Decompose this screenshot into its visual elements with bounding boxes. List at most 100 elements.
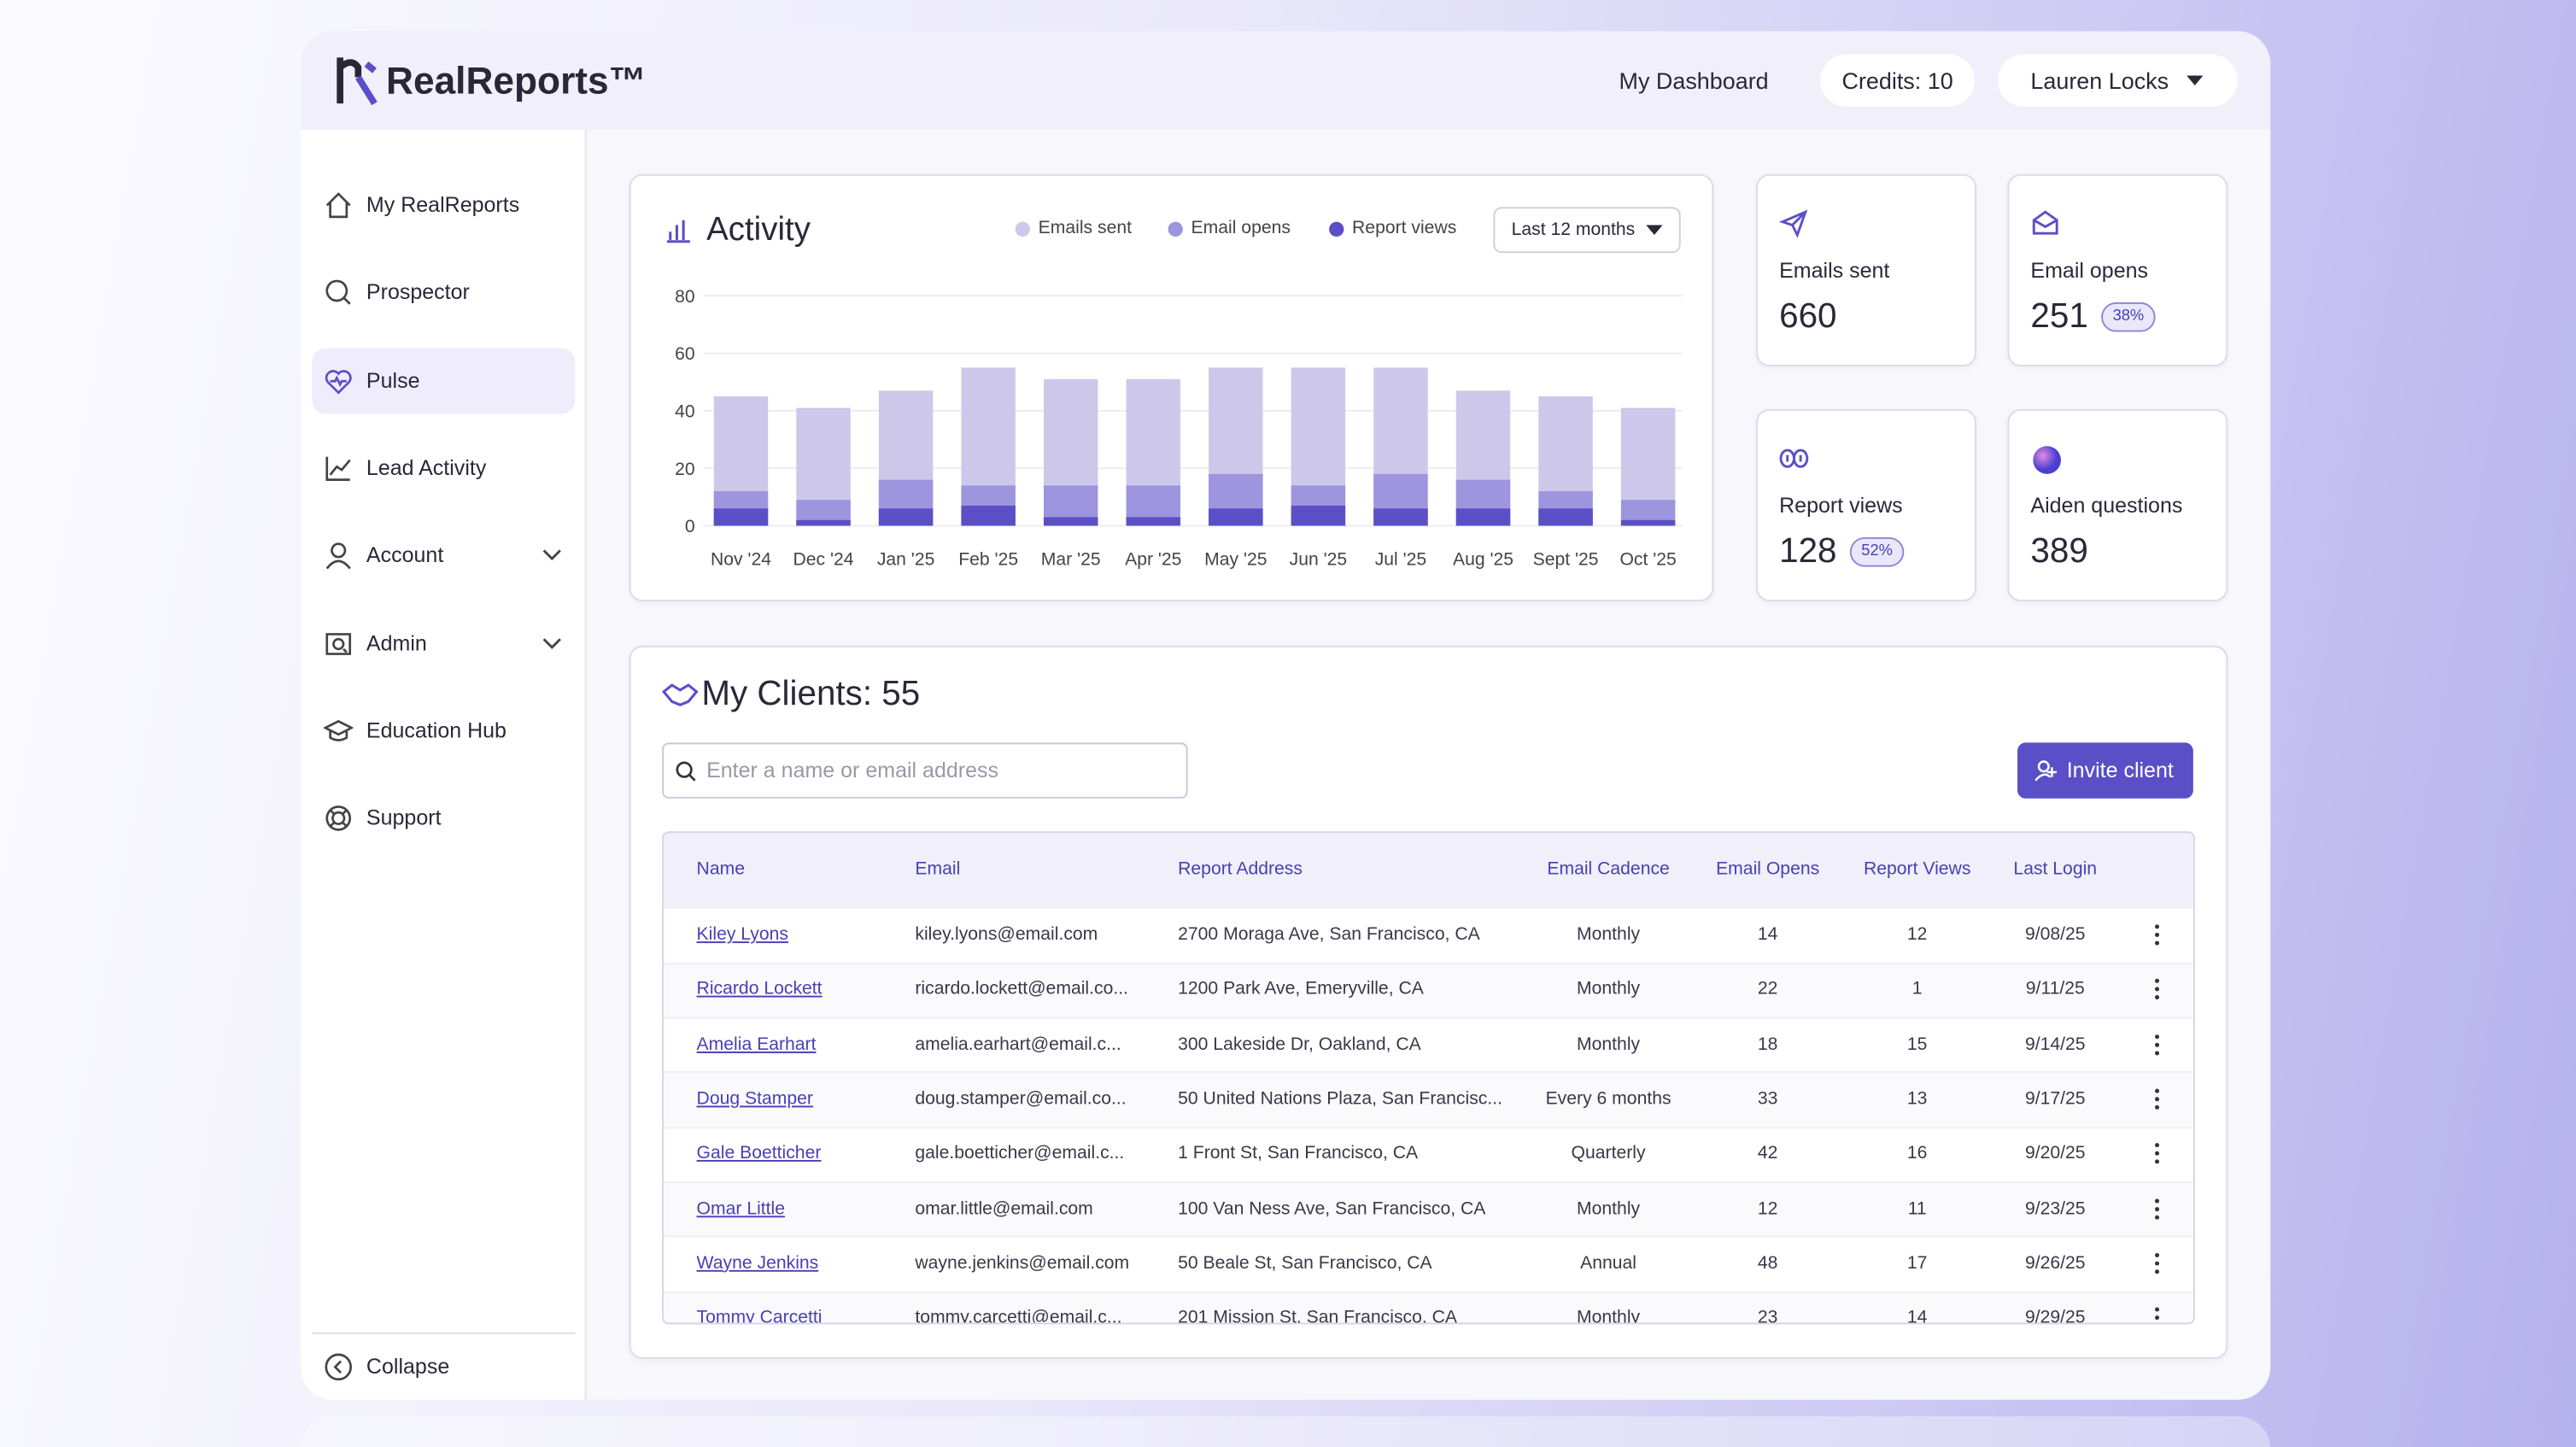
client-name[interactable]: Gale Boetticher (696, 1144, 822, 1164)
column-header: Name (696, 858, 745, 880)
cell: Every 6 months (1545, 1089, 1671, 1110)
bar (1126, 517, 1181, 526)
cell: wayne.jenkins@email.com (915, 1253, 1130, 1274)
cell: Monthly (1577, 1198, 1641, 1219)
cell: 42 (1757, 1144, 1778, 1164)
cell: 1 (1912, 979, 1923, 1000)
dot (2155, 1268, 2160, 1274)
client-name[interactable]: Omar Little (696, 1198, 786, 1219)
row-menu[interactable] (2152, 1195, 2163, 1221)
icon-path (325, 542, 351, 570)
client-name[interactable]: Doug Stamper (696, 1089, 813, 1110)
credits-pill[interactable]: Credits: 10 (1820, 54, 1976, 108)
search-box[interactable]: Enter a name or email address (662, 742, 1188, 799)
row-menu[interactable] (2152, 976, 2163, 1003)
row-menu[interactable] (2152, 1304, 2163, 1324)
client-name[interactable]: Wayne Jenkins (696, 1253, 819, 1274)
stat-value: 251 (2030, 297, 2088, 336)
x-tick-label: Nov '24 (711, 550, 771, 570)
bar (713, 508, 769, 526)
bar (1291, 505, 1346, 526)
client-name[interactable]: Amelia Earhart (696, 1034, 817, 1055)
y-tick-label: 40 (675, 402, 695, 422)
dot (2155, 1252, 2160, 1257)
dot (2155, 1198, 2160, 1203)
legend-dot (1329, 221, 1344, 237)
sidebar-item[interactable]: Prospector (366, 279, 470, 305)
cell: 9/08/25 (2024, 924, 2086, 945)
user-pill[interactable]: Lauren Locks (1997, 54, 2238, 108)
sidebar-item[interactable]: My RealReports (366, 192, 520, 217)
client-name[interactable]: Ricardo Lockett (696, 979, 823, 1000)
stat-value: 389 (2030, 532, 2088, 571)
cell: 16 (1906, 1144, 1928, 1164)
cell: doug.stamper@email.co... (915, 1089, 1127, 1110)
range-select[interactable]: Last 12 months (1493, 207, 1681, 254)
row-menu[interactable] (2152, 1086, 2163, 1112)
cell: 9/17/25 (2024, 1089, 2086, 1110)
icon-path (325, 369, 352, 394)
cell: 13 (1906, 1089, 1928, 1110)
x-tick-label: Sept '25 (1533, 550, 1599, 570)
sidebar-item[interactable]: Pulse (366, 367, 420, 392)
column-header: Report Views (1863, 858, 1971, 880)
sidebar-icon (325, 806, 352, 831)
stat-label: Aiden questions (2030, 493, 2183, 518)
stat-icon (1779, 448, 1809, 468)
row-menu[interactable] (2152, 1031, 2163, 1057)
bar (1209, 508, 1263, 526)
sidebar-item[interactable]: Lead Activity (366, 454, 487, 480)
bar (1538, 508, 1593, 526)
dot (2155, 1104, 2160, 1110)
sidebar-item[interactable]: Admin (366, 630, 427, 655)
invite-icon (2034, 760, 2058, 782)
stat-card: Email opens 251 38% (2007, 173, 2228, 366)
row (664, 1126, 2193, 1183)
cell: kiley.lyons@email.com (915, 924, 1098, 945)
dot (2155, 1097, 2160, 1102)
stat-card: Emails sent 660 (1756, 173, 1976, 366)
nav-dashboard[interactable]: My Dashboard (1619, 67, 1769, 94)
dot (2155, 995, 2160, 1000)
clients-icon (662, 683, 699, 706)
sidebar-icon (325, 456, 351, 481)
dot (2155, 1307, 2160, 1312)
x-tick-label: Jul '25 (1375, 550, 1426, 570)
stat-label: Email opens (2030, 257, 2149, 283)
ghost-card (300, 1416, 2271, 1447)
cell: 23 (1757, 1308, 1778, 1325)
sidebar-item[interactable]: Education Hub (366, 718, 506, 743)
cell: Monthly (1577, 1308, 1641, 1325)
dot (2155, 1143, 2160, 1148)
bar (1620, 519, 1676, 526)
row-menu[interactable] (2152, 922, 2163, 948)
client-name[interactable]: Kiley Lyons (696, 924, 788, 945)
icon-path (323, 719, 354, 741)
invite-label: Invite client (2066, 757, 2174, 782)
row-menu[interactable] (2152, 1250, 2163, 1276)
sidebar-icon (325, 192, 351, 219)
x-tick-label: Oct '25 (1619, 550, 1676, 570)
row (664, 1016, 2193, 1074)
client-name[interactable]: Tommy Carcetti (696, 1308, 823, 1325)
legend-dot (1015, 221, 1031, 237)
dot (2155, 987, 2160, 993)
icon-path (2032, 210, 2058, 235)
chevron-account (542, 549, 561, 561)
column-header: Email Cadence (1547, 858, 1670, 880)
sidebar-icon (325, 369, 352, 394)
invite-button[interactable]: Invite client (2017, 742, 2193, 799)
y-tick-label: 20 (675, 460, 695, 479)
sidebar-item[interactable]: Support (366, 805, 442, 830)
cell: 2700 Moraga Ave, San Francisco, CA (1178, 924, 1480, 945)
collapse[interactable]: Collapse (366, 1353, 450, 1379)
row-menu[interactable] (2152, 1140, 2163, 1167)
clients-title: My Clients: 55 (701, 675, 921, 713)
dot (2155, 1214, 2160, 1219)
cell: amelia.earhart@email.c... (915, 1034, 1121, 1055)
stat-icon (2033, 446, 2061, 474)
column-header: Report Address (1178, 858, 1303, 880)
bar (878, 508, 934, 526)
sidebar-item[interactable]: Account (366, 542, 444, 567)
